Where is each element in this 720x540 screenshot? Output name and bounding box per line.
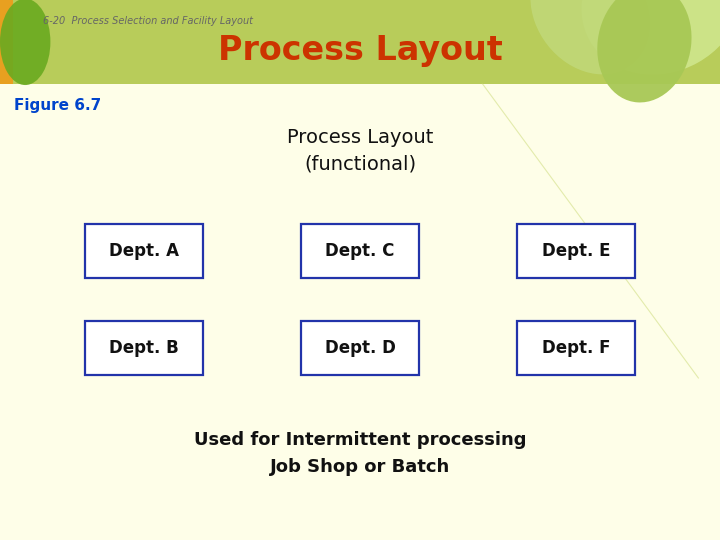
FancyBboxPatch shape bbox=[517, 224, 636, 278]
Bar bbox=[0, 0, 720, 84]
Ellipse shape bbox=[0, 0, 50, 85]
FancyBboxPatch shape bbox=[517, 321, 636, 375]
Text: Figure 6.7: Figure 6.7 bbox=[14, 98, 102, 113]
Text: Process Layout
(functional): Process Layout (functional) bbox=[287, 129, 433, 174]
Text: Dept. F: Dept. F bbox=[541, 339, 611, 357]
Bar bbox=[0, 0, 13, 84]
Text: Dept. C: Dept. C bbox=[325, 242, 395, 260]
Text: Dept. A: Dept. A bbox=[109, 242, 179, 260]
FancyBboxPatch shape bbox=[85, 321, 204, 375]
FancyBboxPatch shape bbox=[85, 224, 204, 278]
Ellipse shape bbox=[531, 0, 650, 75]
FancyBboxPatch shape bbox=[301, 321, 419, 375]
Text: Process Layout: Process Layout bbox=[217, 33, 503, 67]
Text: Dept. D: Dept. D bbox=[325, 339, 395, 357]
FancyBboxPatch shape bbox=[301, 224, 419, 278]
Text: Dept. E: Dept. E bbox=[541, 242, 611, 260]
Ellipse shape bbox=[582, 0, 720, 75]
Text: Used for Intermittent processing
Job Shop or Batch: Used for Intermittent processing Job Sho… bbox=[194, 431, 526, 476]
Text: Dept. B: Dept. B bbox=[109, 339, 179, 357]
Text: 6-20  Process Selection and Facility Layout: 6-20 Process Selection and Facility Layo… bbox=[43, 16, 253, 26]
Ellipse shape bbox=[598, 0, 691, 103]
